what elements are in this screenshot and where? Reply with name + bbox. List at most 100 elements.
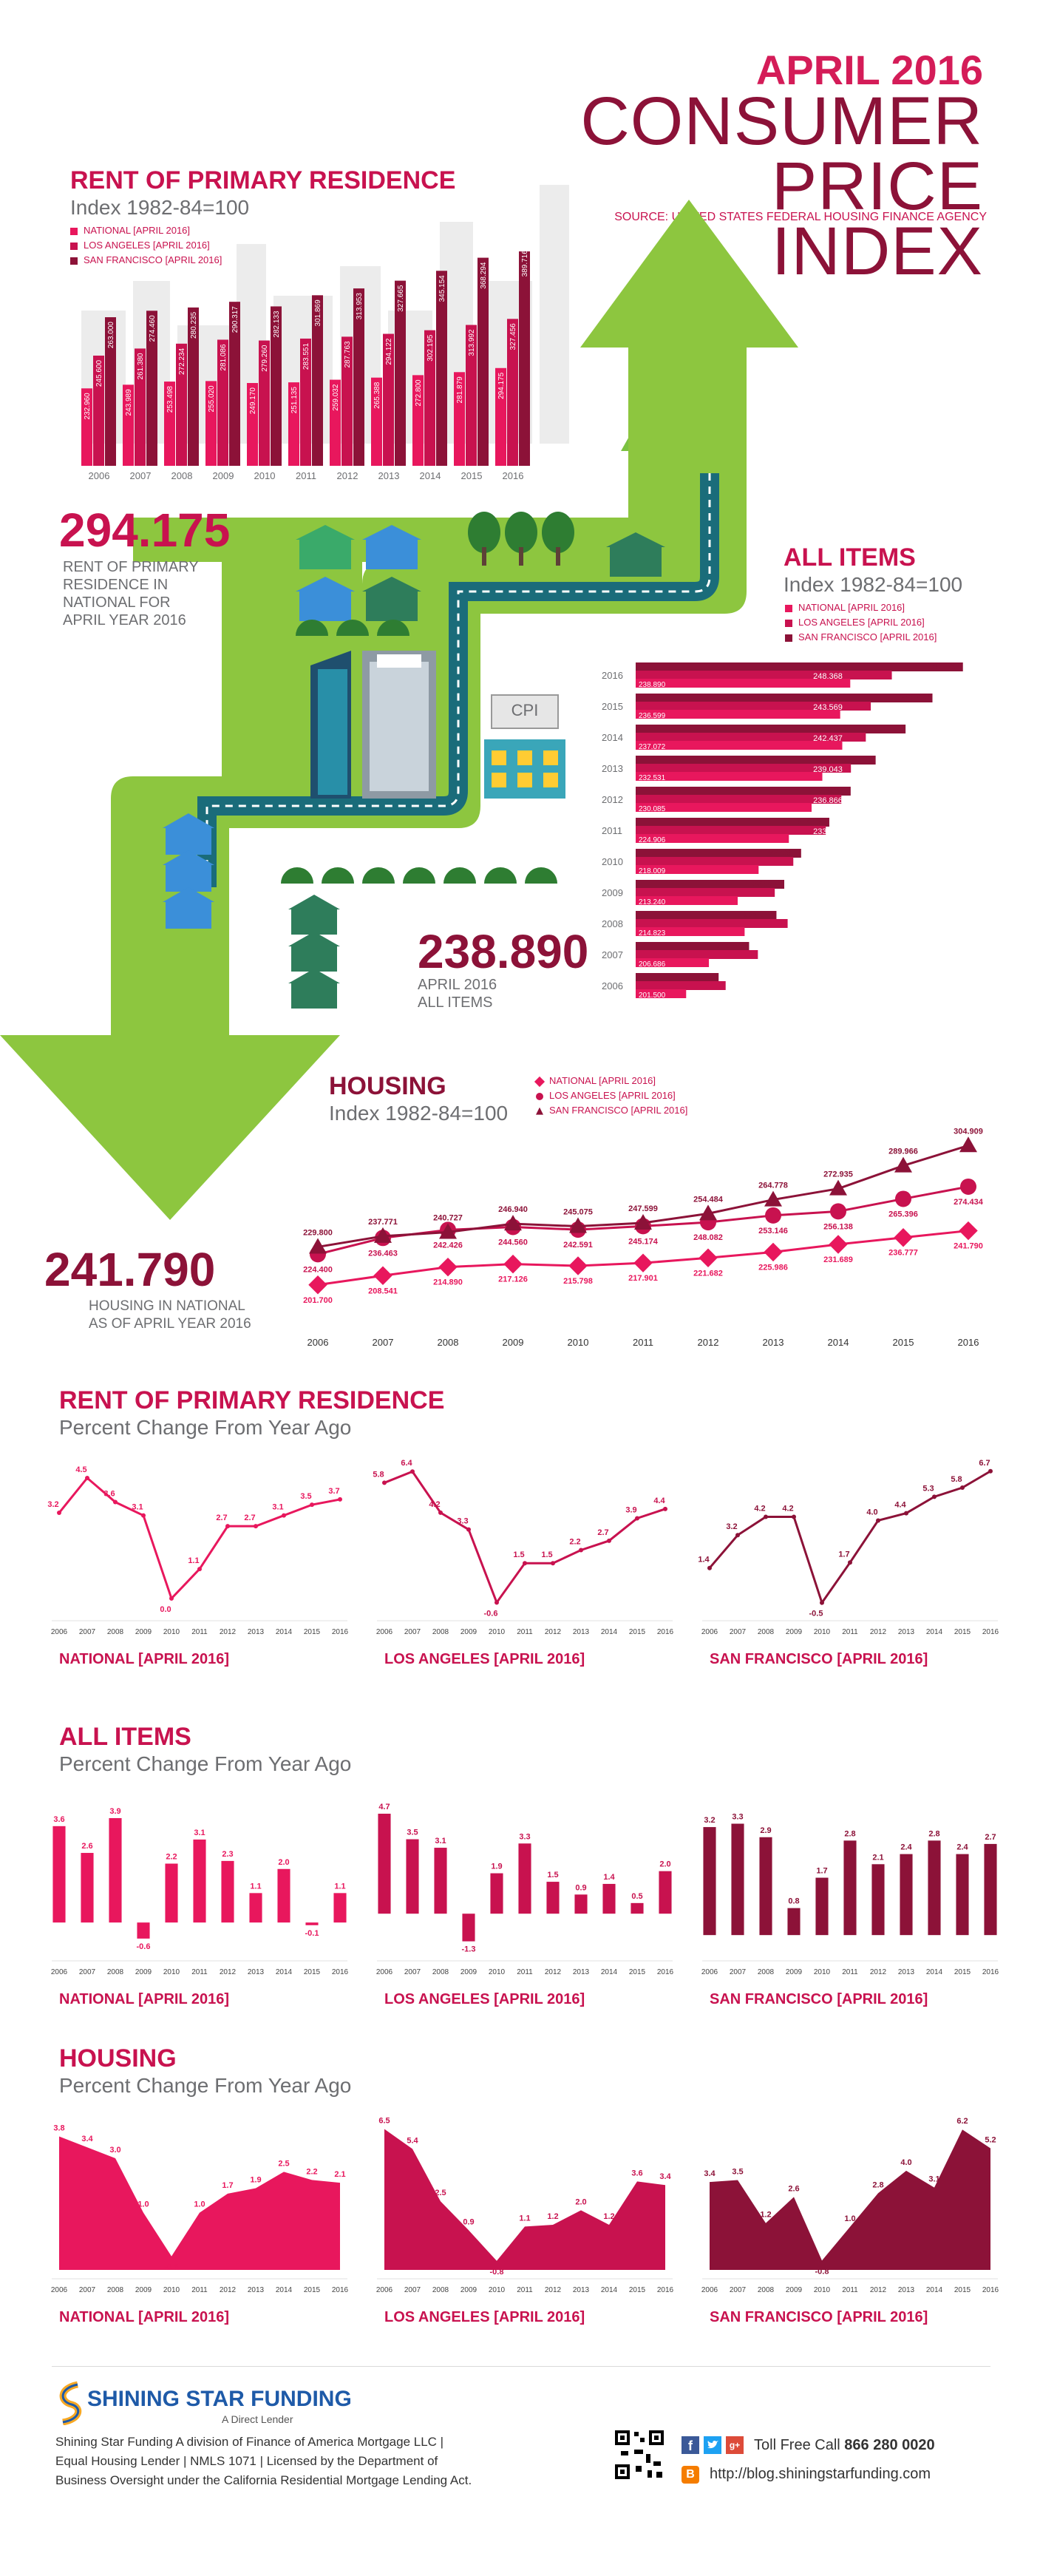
data-label: 5.8 xyxy=(373,1470,384,1479)
data-label: 2.0 xyxy=(659,1860,670,1869)
tick-label: 2006 xyxy=(701,1968,718,1976)
allitems-index-subtitle: Index 1982-84=100 xyxy=(784,573,963,596)
bar xyxy=(636,756,876,765)
tick-label: 2006 xyxy=(701,2286,718,2294)
data-point xyxy=(764,1242,783,1262)
qr-code-icon[interactable] xyxy=(614,2429,665,2481)
data-label: 272.234 xyxy=(178,348,186,375)
bar xyxy=(300,338,311,466)
data-point xyxy=(169,1596,174,1601)
data-label: 223.854 xyxy=(752,880,782,889)
tick-label: 2015 xyxy=(304,2286,321,2294)
data-label: 3.4 xyxy=(659,2172,671,2181)
data-label: 233.319 xyxy=(813,827,843,836)
header-source: SOURCE: UNITED STATES FEDERAL HOUSING FI… xyxy=(614,211,987,223)
bar xyxy=(490,1873,503,1914)
tick-label: 2006 xyxy=(51,1628,68,1636)
tick-label: 2009 xyxy=(135,1968,152,1976)
tick-label: 2015 xyxy=(629,1628,646,1636)
data-label: 0.5 xyxy=(631,1892,642,1901)
tick-label: 2011 xyxy=(842,2286,858,2294)
bar xyxy=(636,981,726,990)
data-label: 283.551 xyxy=(302,343,310,370)
data-point xyxy=(310,1502,314,1508)
footer-blog-link[interactable]: http://blog.shiningstarfunding.com xyxy=(710,2466,931,2482)
data-label: 4.4 xyxy=(653,1497,665,1505)
data-label: 256.138 xyxy=(823,1222,853,1231)
data-label: 251.495 xyxy=(873,725,903,733)
tick-label: 2006 xyxy=(89,470,110,481)
tick-label: 2006 xyxy=(701,1628,718,1636)
housing-index-title: HOUSING xyxy=(329,1072,446,1100)
data-label: 224.625 xyxy=(813,921,843,929)
tick-label: 2006 xyxy=(307,1337,329,1348)
bar xyxy=(636,834,789,843)
housing-index-legend: NATIONAL [APRIL 2016] LOS ANGELES [APRIL… xyxy=(534,1074,687,1118)
data-label: -0.6 xyxy=(484,1609,498,1618)
data-point xyxy=(85,1475,89,1480)
legal-line: Business Oversight under the California … xyxy=(55,2473,472,2487)
data-point xyxy=(504,1215,522,1231)
data-label: 232.960 xyxy=(84,393,92,420)
bar xyxy=(602,1883,616,1914)
facebook-icon[interactable]: f xyxy=(682,2436,699,2454)
data-point xyxy=(466,1527,471,1532)
caption-line: AS OF APRIL YEAR 2016 xyxy=(89,1316,251,1332)
data-label: 244.560 xyxy=(498,1238,528,1247)
tick-label: 2014 xyxy=(601,1628,618,1636)
data-label: 3.4 xyxy=(81,2135,93,2143)
bar xyxy=(288,382,299,466)
phone-number[interactable]: 866 280 0020 xyxy=(844,2437,935,2453)
bar xyxy=(205,381,217,466)
data-point xyxy=(904,1511,908,1516)
tick-label: 2008 xyxy=(107,1628,124,1636)
tick-label: 2007 xyxy=(602,949,623,960)
caption-line: ALL ITEMS xyxy=(418,994,493,1011)
tick-label: 2015 xyxy=(954,1968,971,1976)
data-label: 3.6 xyxy=(103,1490,115,1499)
data-label: 2.0 xyxy=(575,2197,586,2206)
tick-label: 2012 xyxy=(545,2286,562,2294)
allitems-index-chart: 2016 264.565 248.368 238.890 2015 257.622 243.… xyxy=(602,662,963,1000)
blogger-icon[interactable]: B xyxy=(682,2466,699,2484)
rent-callout-value: 294.175 xyxy=(59,504,231,557)
data-label: 221.682 xyxy=(693,1269,723,1278)
twitter-icon[interactable] xyxy=(704,2436,721,2454)
tick-label: 2009 xyxy=(213,470,234,481)
data-label: 247.599 xyxy=(628,1204,658,1213)
bar xyxy=(636,849,801,858)
panel-label: NATIONAL [APRIL 2016] xyxy=(59,1651,229,1667)
tick-label: 2013 xyxy=(602,763,623,774)
data-label: -1.3 xyxy=(462,1945,476,1954)
header-main-title: CONSUMER PRICE INDEX xyxy=(577,87,983,285)
data-label: 245.600 xyxy=(95,360,103,387)
data-label: 2.6 xyxy=(81,1842,92,1851)
data-label: 272.935 xyxy=(823,1170,853,1179)
tick-label: 2014 xyxy=(926,1968,943,1976)
series-line xyxy=(384,1470,666,1605)
tick-label: 2016 xyxy=(982,1628,999,1636)
data-point xyxy=(894,1227,913,1247)
tick-label: 2010 xyxy=(568,1337,589,1348)
bar xyxy=(462,1914,475,1942)
data-label: 248.368 xyxy=(813,672,843,681)
tick-label: 2012 xyxy=(220,1968,237,1976)
data-point xyxy=(410,1469,415,1474)
footer-legal: Shining Star Funding A division of Finan… xyxy=(55,2433,588,2490)
bar xyxy=(636,973,719,982)
data-label: 265.388 xyxy=(373,382,381,409)
data-label: 208.900 xyxy=(686,973,716,982)
legend-national: NATIONAL [APRIL 2016] xyxy=(70,223,222,238)
legend-label: NATIONAL [APRIL 2016] xyxy=(549,1075,656,1086)
legend-san-francisco: SAN FRANCISCO [APRIL 2016] xyxy=(785,630,937,645)
data-label: 1.0 xyxy=(194,2200,205,2209)
bar xyxy=(787,1908,801,1936)
rent-index-legend: NATIONAL [APRIL 2016] LOS ANGELES [APRIL… xyxy=(70,223,222,268)
google-plus-icon[interactable]: g+ xyxy=(726,2436,744,2454)
data-label: 253.498 xyxy=(166,386,174,413)
data-label: 3.1 xyxy=(132,1503,143,1512)
legend-swatch xyxy=(70,257,78,265)
legend-swatch xyxy=(785,604,792,612)
data-label: 241.790 xyxy=(954,1242,983,1251)
data-label: 3.1 xyxy=(435,1837,446,1845)
